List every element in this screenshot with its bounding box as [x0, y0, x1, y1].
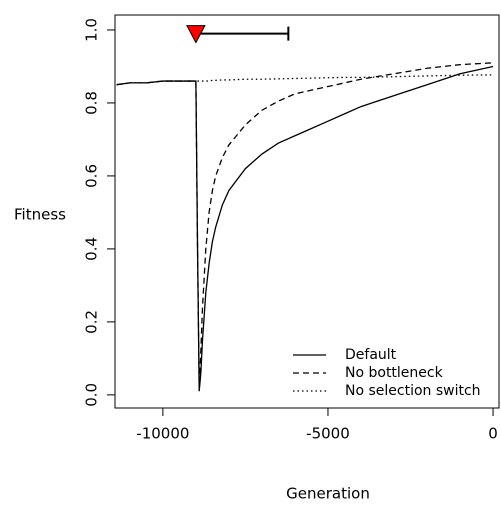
- series-line: [116, 65, 494, 392]
- legend-label: Default: [345, 347, 397, 363]
- y-tick-label: 0.0: [83, 383, 101, 407]
- y-tick-label: 0.2: [83, 310, 101, 334]
- y-tick-label: 0.8: [83, 91, 101, 115]
- x-tick-label: -5000: [306, 425, 350, 443]
- x-tick-label: 0: [488, 425, 498, 443]
- series-line: [116, 74, 494, 86]
- x-tick-label: -10000: [136, 425, 189, 443]
- y-axis-title: Fitness: [14, 206, 66, 224]
- plot-area: [116, 62, 494, 392]
- marker: [186, 25, 206, 44]
- legend-label: No bottleneck: [345, 365, 444, 381]
- x-axis-title: Generation: [286, 485, 370, 503]
- y-tick-label: 0.4: [83, 237, 101, 261]
- plot-frame: [114, 14, 500, 409]
- series-line: [116, 62, 494, 388]
- legend-label: No selection switch: [345, 383, 481, 399]
- y-tick-label: 0.6: [83, 164, 101, 188]
- y-tick-label: 1.0: [83, 18, 101, 42]
